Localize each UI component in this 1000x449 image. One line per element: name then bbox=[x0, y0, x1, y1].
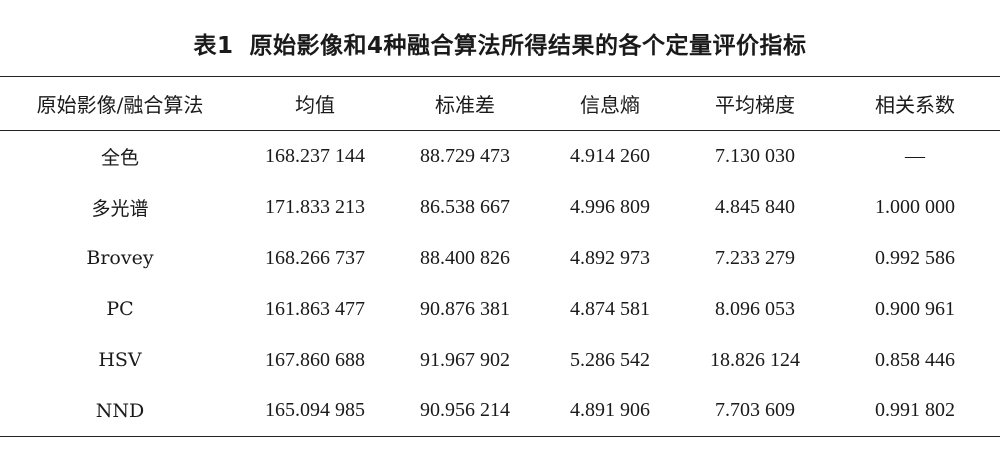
cell-mean: 165.094 985 bbox=[240, 385, 390, 437]
cell-std-dev: 90.876 381 bbox=[420, 297, 510, 320]
row-label: NND bbox=[0, 385, 240, 437]
cell-mean: 161.863 477 bbox=[265, 297, 365, 320]
cell-avg-gradient: 7.233 279 bbox=[715, 246, 795, 269]
row-label: PC bbox=[106, 298, 134, 320]
cell-std-dev: 86.538 667 bbox=[420, 195, 510, 218]
cell-correlation: 0.900 961 bbox=[875, 297, 955, 320]
cell-avg-gradient: 7.130 030 bbox=[715, 144, 795, 167]
column-header-entropy: 信息熵 bbox=[540, 76, 680, 131]
cell-avg-gradient: 7.703 609 bbox=[680, 385, 830, 437]
cell-correlation: 1.000 000 bbox=[875, 195, 955, 218]
cell-std-dev: 88.400 826 bbox=[420, 246, 510, 269]
table-title: 原始影像和4种融合算法所得结果的各个定量评价指标 bbox=[249, 33, 807, 59]
cell-avg-gradient: 8.096 053 bbox=[715, 297, 795, 320]
row-label: Brovey bbox=[86, 247, 154, 269]
cell-entropy: 4.996 809 bbox=[570, 195, 650, 218]
column-header-source: 原始影像/融合算法 bbox=[0, 76, 240, 131]
table-row: 全色 168.237 144 88.729 473 4.914 260 7.13… bbox=[0, 131, 1000, 182]
table-row: NND 165.094 985 90.956 214 4.891 906 7.7… bbox=[0, 385, 1000, 437]
cell-std-dev: 90.956 214 bbox=[390, 385, 540, 437]
row-label: HSV bbox=[98, 349, 142, 371]
cell-entropy: 4.914 260 bbox=[570, 144, 650, 167]
cell-correlation: 0.991 802 bbox=[830, 385, 1000, 437]
cell-std-dev: 91.967 902 bbox=[420, 348, 510, 371]
cell-entropy: 5.286 542 bbox=[570, 348, 650, 371]
header-row: 原始影像/融合算法 均值 标准差 信息熵 平均梯度 相关系数 bbox=[0, 76, 1000, 131]
table-row: HSV 167.860 688 91.967 902 5.286 542 18.… bbox=[0, 335, 1000, 386]
column-header-std-dev: 标准差 bbox=[390, 76, 540, 131]
cell-entropy: 4.891 906 bbox=[540, 385, 680, 437]
cell-correlation: 0.992 586 bbox=[875, 246, 955, 269]
table-number: 表1 bbox=[193, 33, 234, 59]
cell-mean: 167.860 688 bbox=[265, 348, 365, 371]
cell-std-dev: 88.729 473 bbox=[420, 144, 510, 167]
row-label: 全色 bbox=[100, 146, 139, 169]
cell-avg-gradient: 18.826 124 bbox=[710, 348, 800, 371]
cell-entropy: 4.892 973 bbox=[570, 246, 650, 269]
cell-correlation: — bbox=[905, 144, 925, 167]
table-row: Brovey 168.266 737 88.400 826 4.892 973 … bbox=[0, 233, 1000, 284]
cell-avg-gradient: 4.845 840 bbox=[715, 195, 795, 218]
table-caption: 表1 原始影像和4种融合算法所得结果的各个定量评价指标 bbox=[0, 26, 1000, 60]
cell-mean: 171.833 213 bbox=[265, 195, 365, 218]
column-header-mean: 均值 bbox=[240, 76, 390, 131]
cell-correlation: 0.858 446 bbox=[875, 348, 955, 371]
cell-entropy: 4.874 581 bbox=[570, 297, 650, 320]
row-label: 多光谱 bbox=[91, 197, 149, 220]
cell-mean: 168.266 737 bbox=[265, 246, 365, 269]
table-row: PC 161.863 477 90.876 381 4.874 581 8.09… bbox=[0, 284, 1000, 335]
data-table: 原始影像/融合算法 均值 标准差 信息熵 平均梯度 相关系数 全色 168.23… bbox=[0, 76, 1000, 437]
column-header-avg-gradient: 平均梯度 bbox=[680, 76, 830, 131]
cell-mean: 168.237 144 bbox=[265, 144, 365, 167]
column-header-correlation: 相关系数 bbox=[830, 76, 1000, 131]
table-row: 多光谱 171.833 213 86.538 667 4.996 809 4.8… bbox=[0, 182, 1000, 233]
